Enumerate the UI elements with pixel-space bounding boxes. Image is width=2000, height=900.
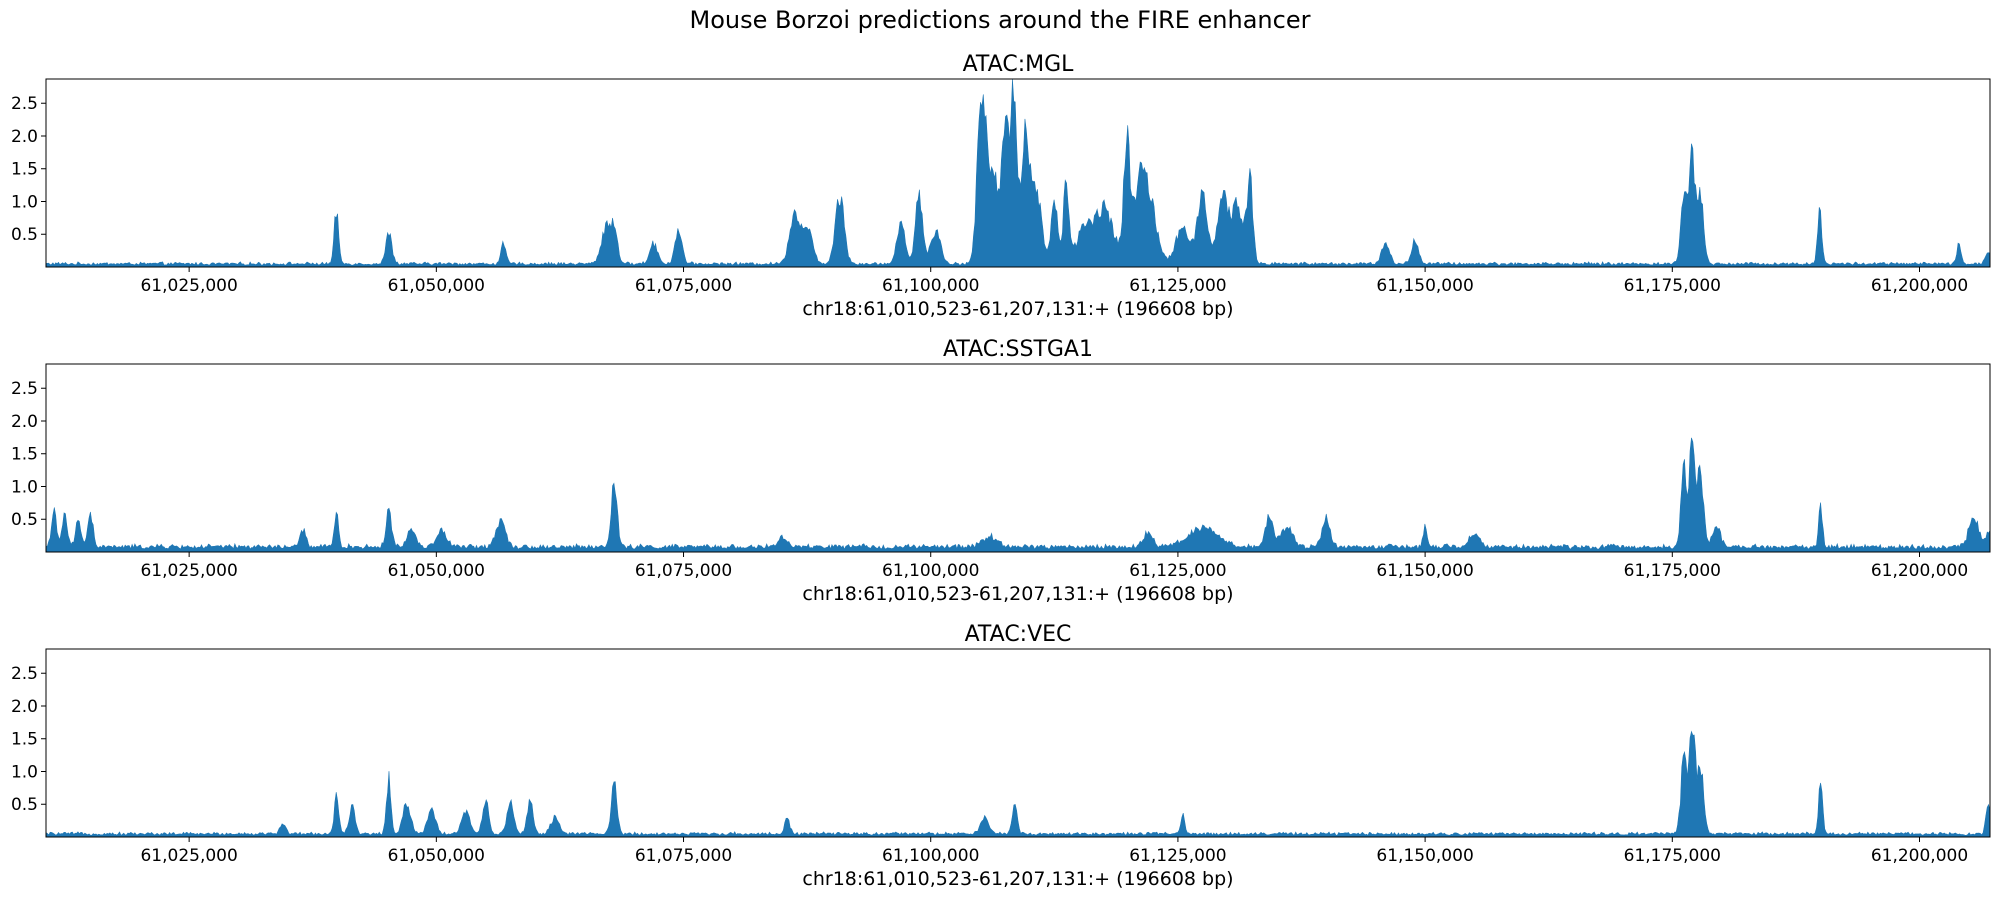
panel-title: ATAC:VEC bbox=[965, 622, 1072, 647]
y-tick-label: 0.5 bbox=[11, 795, 38, 815]
axes-frame bbox=[45, 648, 1991, 838]
x-tick-label: 61,200,000 bbox=[1871, 276, 1968, 296]
x-tick-label: 61,200,000 bbox=[1871, 561, 1968, 581]
x-tick-label: 61,075,000 bbox=[635, 846, 732, 866]
y-tick-label: 2.0 bbox=[11, 127, 38, 147]
x-tick-label: 61,150,000 bbox=[1376, 846, 1473, 866]
panel-3: ATAC:VEC 0.5 1.0 1.5 2.0 2.5 61,025,000 61,050,… bbox=[11, 622, 1991, 890]
axes-frame bbox=[45, 78, 1991, 268]
signal-area bbox=[45, 730, 1991, 838]
y-tick-label: 2.0 bbox=[11, 412, 38, 432]
y-tick-label: 1.5 bbox=[11, 160, 38, 180]
panel-1: ATAC:MGL 0.5 1.0 1.5 2.0 2.5 61,025,000 61,050,… bbox=[11, 52, 1991, 320]
panel-title: ATAC:MGL bbox=[963, 52, 1075, 77]
x-tick-label: 61,125,000 bbox=[1129, 276, 1226, 296]
x-tick-label: 61,050,000 bbox=[388, 561, 485, 581]
x-tick-label: 61,050,000 bbox=[388, 276, 485, 296]
y-tick-label: 1.5 bbox=[11, 445, 38, 465]
panel-2: ATAC:SSTGA1 0.5 1.0 1.5 2.0 2.5 61,025,000 61,0… bbox=[11, 337, 1991, 605]
signal-area bbox=[45, 78, 1991, 268]
x-tick-label: 61,025,000 bbox=[140, 276, 237, 296]
x-tick-label: 61,175,000 bbox=[1624, 561, 1721, 581]
x-tick-label: 61,025,000 bbox=[140, 846, 237, 866]
x-tick-label: 61,200,000 bbox=[1871, 846, 1968, 866]
panel-title: ATAC:SSTGA1 bbox=[943, 337, 1093, 362]
x-tick-label: 61,075,000 bbox=[635, 276, 732, 296]
axes-frame bbox=[45, 363, 1991, 553]
y-tick-label: 2.5 bbox=[11, 664, 38, 684]
x-tick-label: 61,150,000 bbox=[1376, 561, 1473, 581]
x-tick-label: 61,025,000 bbox=[140, 561, 237, 581]
y-tick-label: 1.0 bbox=[11, 477, 38, 497]
y-tick-label: 2.5 bbox=[11, 379, 38, 399]
x-tick-label: 61,150,000 bbox=[1376, 276, 1473, 296]
signal-area bbox=[45, 437, 1991, 553]
x-tick-label: 61,125,000 bbox=[1129, 846, 1226, 866]
x-axis-label: chr18:61,010,523-61,207,131:+ (196608 bp… bbox=[802, 298, 1233, 320]
y-tick-label: 1.5 bbox=[11, 730, 38, 750]
panels: ATAC:MGL 0.5 1.0 1.5 2.0 2.5 61,025,000 61,050,… bbox=[11, 52, 1991, 890]
x-tick-label: 61,100,000 bbox=[882, 276, 979, 296]
x-tick-label: 61,075,000 bbox=[635, 561, 732, 581]
x-axis-label: chr18:61,010,523-61,207,131:+ (196608 bp… bbox=[802, 868, 1233, 890]
x-tick-label: 61,050,000 bbox=[388, 846, 485, 866]
figure-title: Mouse Borzoi predictions around the FIRE… bbox=[690, 6, 1311, 34]
x-axis-label: chr18:61,010,523-61,207,131:+ (196608 bp… bbox=[802, 583, 1233, 605]
x-tick-label: 61,100,000 bbox=[882, 846, 979, 866]
y-tick-label: 1.0 bbox=[11, 192, 38, 212]
y-tick-label: 2.0 bbox=[11, 697, 38, 717]
y-tick-label: 1.0 bbox=[11, 762, 38, 782]
y-tick-label: 2.5 bbox=[11, 94, 38, 114]
y-tick-label: 0.5 bbox=[11, 225, 38, 245]
x-tick-label: 61,125,000 bbox=[1129, 561, 1226, 581]
x-tick-label: 61,100,000 bbox=[882, 561, 979, 581]
x-tick-label: 61,175,000 bbox=[1624, 276, 1721, 296]
x-tick-label: 61,175,000 bbox=[1624, 846, 1721, 866]
y-tick-label: 0.5 bbox=[11, 510, 38, 530]
